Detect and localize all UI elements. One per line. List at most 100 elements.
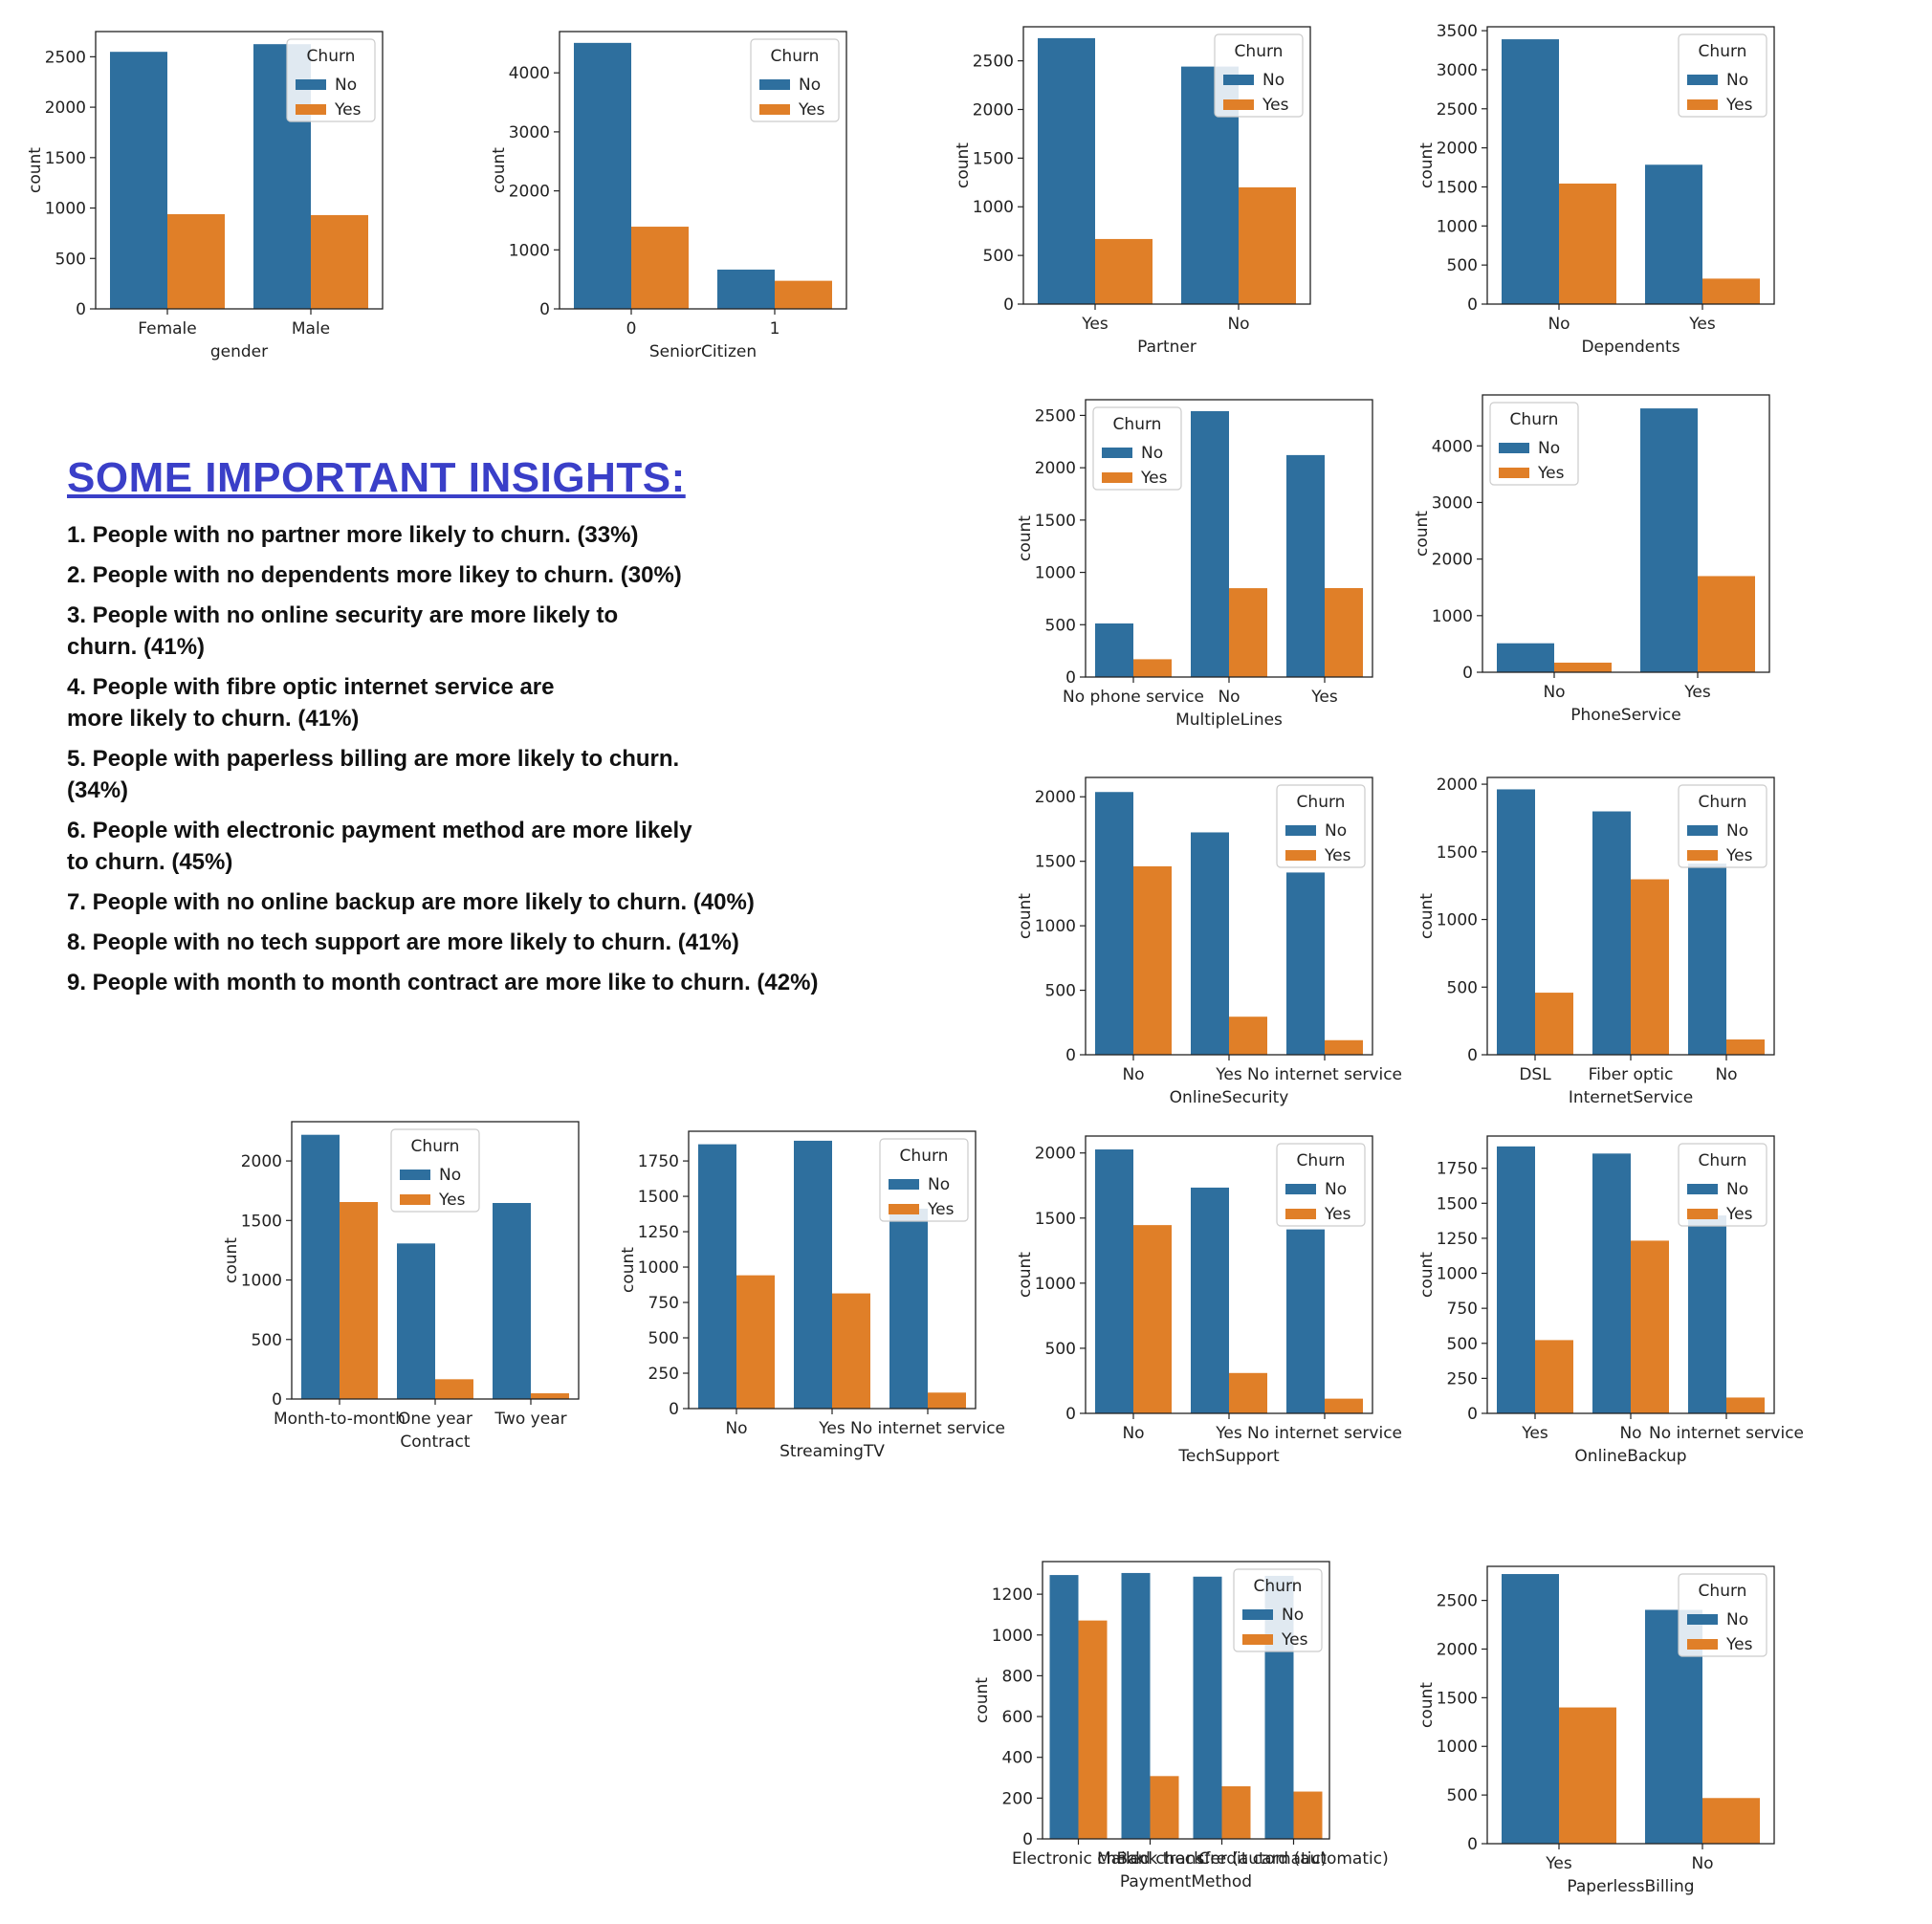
y-tick-label: 1500 [973,149,1014,168]
legend-swatch-yes [1242,1634,1273,1645]
chart-phoneservice: 0 1000 2000 3000 4000 No Yes PhoneService count C… [1406,387,1789,741]
x-tick-label: Female [138,319,196,339]
bar-no-0 [1095,792,1133,1055]
bar-yes-2 [1726,1397,1765,1413]
bar-no-0 [1497,643,1554,672]
legend: Churn No Yes [1214,33,1304,118]
y-tick-label: 0 [272,1390,282,1410]
bar-yes-2 [1325,1398,1363,1413]
chart-onlinebackup: 0 250 500 750 1000 1250 1500 1750 Yes No No intern… [1411,1128,1804,1482]
bar-no-2 [493,1203,531,1399]
y-tick-label: 1000 [241,1272,282,1291]
y-tick-label: 250 [648,1365,679,1384]
legend: Churn No Yes [879,1138,969,1222]
legend: Churn No Yes [286,38,376,122]
y-tick-label: 200 [1002,1789,1033,1808]
y-tick-label: 250 [1447,1369,1478,1388]
legend: Churn No Yes [1092,406,1182,491]
legend-label-no: No [1726,1180,1748,1199]
y-axis-label: count [619,1247,638,1293]
chart-internetservice: 0 500 1000 1500 2000 DSL Fiber optic No Internet… [1411,770,1793,1124]
plot-frame [559,31,847,310]
x-tick-label: Yes [1215,1065,1242,1084]
legend-title: Churn [307,47,356,66]
y-tick-label: 2000 [45,98,86,118]
x-axis-label: StreamingTV [779,1442,885,1461]
y-tick-label: 500 [252,1331,282,1350]
chart-contract: 0 500 1000 1500 2000 Month-to-month One year Tw… [215,1114,598,1468]
legend-title: Churn [1297,1151,1346,1170]
chart-paperlessbilling: 0 500 1000 1500 2000 2500 Yes No PaperlessBillin… [1411,1559,1793,1913]
legend: Churn No Yes [1678,784,1767,868]
chart-onlinesecurity: 0 500 1000 1500 2000 No Yes No internet service… [1009,770,1402,1124]
x-axis-label: Partner [1137,338,1197,357]
legend-swatch-yes [296,104,326,115]
y-tick-label: 1750 [1437,1160,1478,1179]
y-tick-label: 1500 [638,1188,679,1207]
y-tick-label: 0 [1467,295,1478,315]
bar-yes-0 [1133,865,1172,1055]
x-axis-label: PaymentMethod [1120,1872,1252,1891]
bar-no-1 [1645,164,1702,304]
y-tick-label: 500 [648,1329,679,1348]
y-tick-label: 2000 [1035,459,1076,478]
bar-yes-3 [1293,1791,1323,1839]
y-tick-label: 0 [539,300,550,319]
legend-label-no: No [1726,71,1748,90]
legend-label-yes: Yes [334,100,362,120]
x-tick-label: Yes [1310,688,1338,707]
y-axis-label: count [1016,893,1035,939]
y-tick-label: 500 [1447,978,1478,997]
legend-title: Churn [1699,1151,1747,1170]
bar-yes-1 [311,214,368,309]
chart-paymentmethod: 0 200 400 600 800 1000 1200 Electronic check Mai… [966,1554,1389,1908]
legend: Churn No Yes [1678,1573,1767,1657]
bar-no-0 [110,52,167,310]
insights-title: SOME IMPORTANT INSIGHTS: [67,454,686,501]
y-tick-label: 1500 [1437,1194,1478,1213]
legend-swatch-yes [1687,1209,1718,1219]
bar-yes-1 [1150,1776,1179,1839]
chart-svg: 0 500 1000 1500 2000 2500 No phone service No Ye… [1016,399,1373,730]
y-tick-label: 2500 [973,53,1014,72]
bar-no-1 [717,269,775,309]
bar-yes-1 [1631,1240,1669,1413]
x-tick-label: Yes [1521,1424,1548,1443]
y-tick-label: 0 [1462,664,1473,683]
y-tick-label: 2000 [1437,140,1478,159]
x-tick-label: No [1691,1854,1713,1873]
y-tick-label: 2500 [45,48,86,67]
x-axis-label: OnlineSecurity [1170,1088,1289,1107]
bar-no-2 [1193,1576,1222,1839]
x-tick-label: No internet service [1247,1424,1402,1443]
bar-no-0 [1038,37,1095,304]
y-tick-label: 4000 [1432,437,1473,456]
y-tick-label: 0 [1467,1046,1478,1065]
legend-swatch-no [1687,75,1718,85]
legend-box [286,38,376,122]
legend-swatch-no [1687,1614,1718,1625]
legend-swatch-yes [1223,99,1254,110]
y-tick-label: 2500 [1437,1592,1478,1611]
y-tick-label: 3500 [1437,22,1478,41]
y-tick-label: 1500 [1035,512,1076,531]
x-tick-label: One year [398,1410,472,1429]
insight-item-7: 7. People with no online backup are more… [67,889,755,915]
legend-swatch-yes [1499,468,1529,478]
legend-swatch-yes [889,1204,919,1214]
legend-label-yes: Yes [798,100,825,120]
x-tick-label: Month-to-month [274,1410,406,1429]
x-tick-label: 1 [770,319,780,339]
y-tick-label: 1000 [1437,911,1478,930]
bar-yes-0 [1535,1340,1573,1413]
y-tick-label: 1500 [1437,178,1478,197]
plot-frame [1486,1565,1775,1845]
legend-swatch-no [1242,1609,1273,1620]
legend: Churn No Yes [750,38,840,122]
legend-box [1214,33,1304,118]
y-tick-label: 1000 [973,198,1014,217]
x-tick-label: No [1715,1065,1737,1084]
legend-label-no: No [799,76,821,95]
legend-label-no: No [1726,1610,1748,1629]
chart-seniorcitizen: 0 1000 2000 3000 4000 0 1 SeniorCitizen count Chu… [483,24,866,378]
